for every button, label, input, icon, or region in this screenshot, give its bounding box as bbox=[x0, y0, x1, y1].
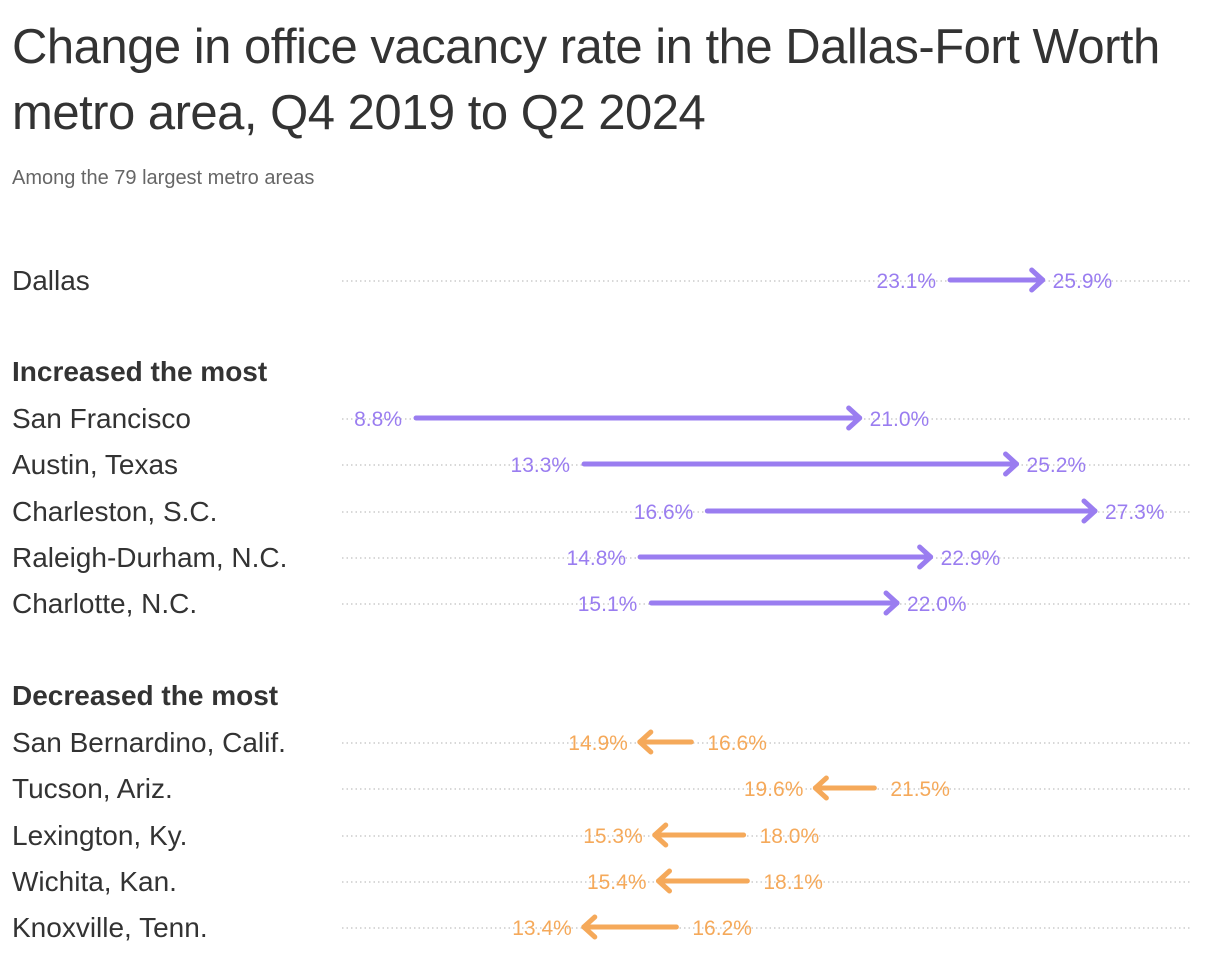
row-label: Dallas bbox=[12, 265, 90, 296]
row-label: Knoxville, Tenn. bbox=[12, 912, 208, 943]
start-value-label: 15.1% bbox=[578, 593, 638, 616]
end-value-label: 22.0% bbox=[907, 593, 967, 616]
arrow-head bbox=[656, 868, 673, 894]
row-label: Charleston, S.C. bbox=[12, 496, 217, 527]
start-value-label: 18.0% bbox=[760, 825, 820, 848]
chart-title: Change in office vacancy rate in the Dal… bbox=[12, 20, 1160, 140]
start-value-label: 14.8% bbox=[567, 547, 627, 570]
arrow-head bbox=[652, 822, 669, 848]
chart-subtitle: Among the 79 largest metro areas bbox=[12, 167, 315, 189]
arrow-head bbox=[637, 729, 654, 755]
group-heading: Decreased the most bbox=[12, 680, 278, 711]
row-label: Lexington, Ky. bbox=[12, 820, 187, 851]
row-label: Tucson, Ariz. bbox=[12, 773, 173, 804]
arrow-head bbox=[1003, 451, 1020, 477]
row-label: Wichita, Kan. bbox=[12, 866, 177, 897]
group-heading: Increased the most bbox=[12, 356, 267, 387]
arrow-head bbox=[846, 405, 863, 431]
row-label: Charlotte, N.C. bbox=[12, 588, 197, 619]
end-value-label: 13.4% bbox=[512, 917, 572, 940]
start-value-label: 21.5% bbox=[890, 778, 950, 801]
start-value-label: 16.6% bbox=[634, 501, 694, 524]
start-value-label: 23.1% bbox=[877, 270, 937, 293]
arrow-head bbox=[812, 775, 829, 801]
arrow-head bbox=[917, 544, 934, 570]
end-value-label: 14.9% bbox=[568, 732, 628, 755]
start-value-label: 8.8% bbox=[354, 408, 402, 431]
row-label: San Bernardino, Calif. bbox=[12, 727, 286, 758]
end-value-label: 21.0% bbox=[870, 408, 930, 431]
end-value-label: 15.3% bbox=[583, 825, 643, 848]
row-label: Austin, Texas bbox=[12, 449, 178, 480]
arrow-head bbox=[1029, 267, 1046, 293]
arrow-head bbox=[1081, 498, 1098, 524]
start-value-label: 18.1% bbox=[763, 871, 823, 894]
arrow-head bbox=[581, 914, 598, 940]
start-value-label: 16.6% bbox=[707, 732, 767, 755]
arrow-head bbox=[883, 590, 900, 616]
row-label: Raleigh-Durham, N.C. bbox=[12, 542, 287, 573]
start-value-label: 13.3% bbox=[511, 454, 571, 477]
end-value-label: 19.6% bbox=[744, 778, 804, 801]
end-value-label: 25.2% bbox=[1027, 454, 1087, 477]
start-value-label: 16.2% bbox=[692, 917, 752, 940]
row-label: San Francisco bbox=[12, 403, 191, 434]
end-value-label: 25.9% bbox=[1053, 270, 1113, 293]
end-value-label: 15.4% bbox=[587, 871, 647, 894]
end-value-label: 22.9% bbox=[941, 547, 1001, 570]
end-value-label: 27.3% bbox=[1105, 501, 1165, 524]
